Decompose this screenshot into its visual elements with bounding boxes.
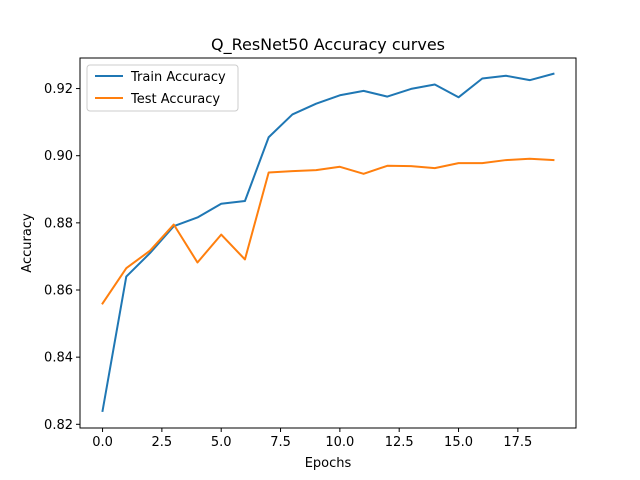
x-tick-label: 17.5	[503, 435, 532, 450]
y-tick-label: 0.86	[44, 284, 73, 299]
chart-title: Q_ResNet50 Accuracy curves	[211, 35, 445, 55]
legend-box	[86, 64, 239, 112]
x-axis-ticks: 0.0 2.5 5.0 7.5 10.0 12.5 15.0 17.5	[92, 428, 532, 450]
x-axis-label: Epochs	[305, 456, 352, 471]
x-tick-label: 10.0	[325, 435, 354, 450]
legend-label-train: Train Accuracy	[130, 70, 226, 85]
series-lines	[101, 72, 555, 413]
x-tick-label: 15.0	[444, 435, 473, 450]
x-tick-label: 7.5	[270, 435, 291, 450]
legend-label-test: Test Accuracy	[130, 92, 220, 107]
y-tick-label: 0.88	[44, 216, 73, 231]
y-tick-label: 0.92	[44, 82, 73, 97]
legend: Train Accuracy Test Accuracy	[86, 64, 239, 112]
series-line-1	[101, 157, 555, 305]
x-tick-label: 0.0	[92, 435, 113, 450]
plot-frame	[79, 57, 577, 429]
x-tick-label: 2.5	[152, 435, 173, 450]
series-line-0	[101, 72, 555, 413]
y-tick-label: 0.82	[44, 418, 73, 433]
y-tick-label: 0.84	[44, 351, 73, 366]
y-axis-label: Accuracy	[20, 213, 35, 273]
y-axis-ticks: 0.82 0.84 0.86 0.88 0.90 0.92	[44, 82, 80, 433]
x-tick-label: 12.5	[385, 435, 414, 450]
x-tick-label: 5.0	[211, 435, 232, 450]
y-tick-label: 0.90	[44, 149, 73, 164]
